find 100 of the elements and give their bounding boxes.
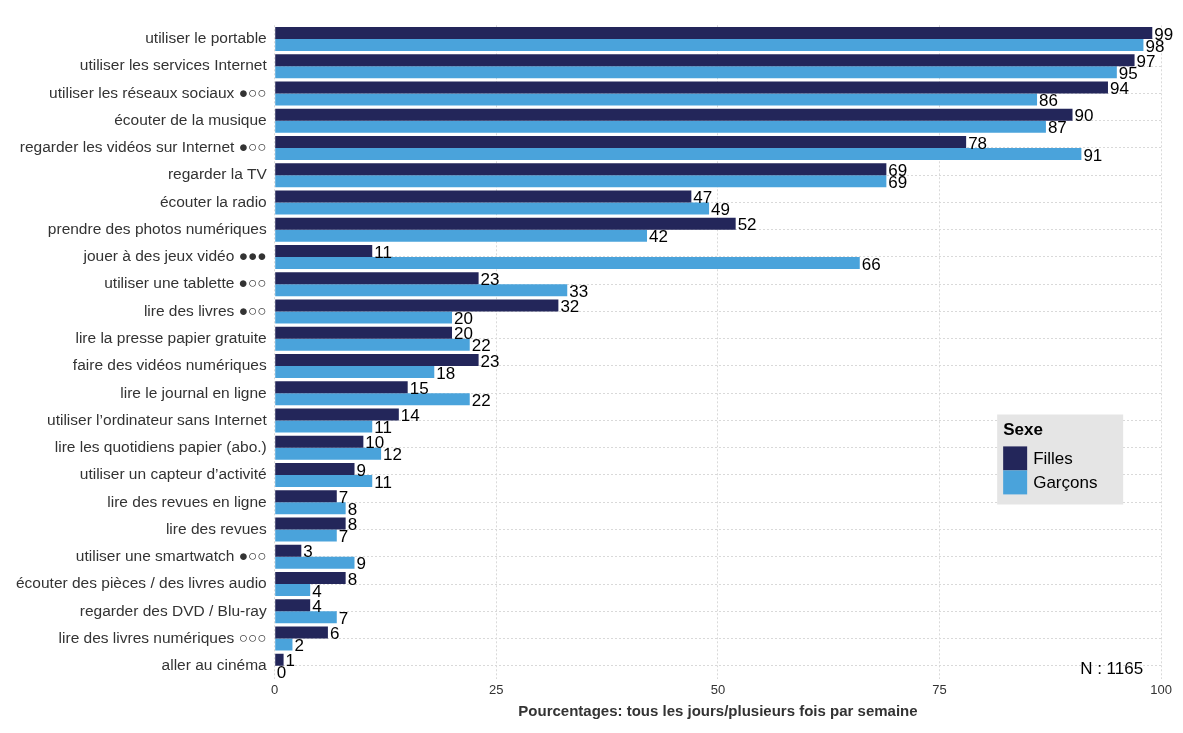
y-tick-label: lire des revues en ligne — [107, 492, 267, 510]
data-label: 42 — [649, 227, 668, 247]
y-tick-label: lire le journal en ligne — [120, 383, 267, 401]
x-axis-title: Pourcentages: tous les jours/plusieurs fois par semaine — [518, 702, 918, 720]
bar — [275, 463, 355, 475]
bar — [275, 284, 568, 297]
bar — [275, 529, 337, 542]
y-tick-label: écouter des pièces / des livres audio — [15, 574, 267, 592]
bar — [275, 311, 453, 324]
data-label: 20 — [454, 324, 473, 344]
bar — [275, 572, 346, 585]
data-label: 0 — [276, 663, 287, 683]
data-label: 90 — [1074, 106, 1094, 126]
data-label: 15 — [409, 378, 429, 398]
bar — [275, 474, 373, 487]
x-tick-label: 0 — [271, 681, 279, 697]
bar — [275, 163, 887, 176]
data-label: 18 — [436, 363, 456, 383]
data-label: 11 — [374, 472, 392, 492]
y-tick-label: regarder la TV — [167, 165, 268, 183]
bar — [275, 381, 408, 394]
bar — [275, 244, 373, 257]
bar — [275, 653, 284, 666]
bar — [275, 490, 337, 503]
y-tick-label: lire les quotidiens papier (abo.) — [54, 438, 267, 456]
data-label: 91 — [1083, 145, 1103, 165]
bar — [275, 93, 1038, 106]
y-tick-label: utiliser une smartwatch ●○○ — [75, 547, 267, 565]
annotation: N : 1165 — [1080, 658, 1144, 678]
bar — [275, 338, 470, 351]
y-tick-label: utiliser les services Internet — [79, 56, 268, 74]
data-label: 7 — [338, 487, 349, 507]
bar — [275, 108, 1073, 121]
data-label: 86 — [1039, 91, 1058, 111]
bar — [275, 26, 1153, 39]
data-label: 52 — [737, 215, 757, 235]
bar — [275, 638, 293, 651]
x-tick-label: 100 — [1150, 681, 1173, 697]
data-label: 8 — [347, 569, 358, 589]
bar — [275, 611, 337, 624]
y-tick-label: utiliser un capteur d’activité — [79, 465, 267, 483]
data-label: 14 — [400, 406, 420, 426]
data-label: 47 — [693, 188, 713, 208]
bar — [275, 190, 692, 203]
legend-label: Filles — [1033, 449, 1073, 469]
y-tick-label: lire des livres numériques ○○○ — [58, 628, 267, 646]
data-label: 12 — [383, 445, 403, 465]
y-tick-label: regarder des DVD / Blu-ray — [79, 601, 267, 619]
bar — [275, 81, 1108, 94]
data-label: 1 — [285, 651, 296, 671]
bar — [275, 435, 364, 448]
data-label: 78 — [968, 133, 988, 153]
y-tick-label: utiliser une tablette ●○○ — [104, 274, 267, 292]
bar — [275, 54, 1135, 67]
y-tick-label: utiliser les réseaux sociaux ●○○ — [49, 83, 267, 101]
data-label: 7 — [338, 527, 349, 547]
data-label: 7 — [338, 608, 349, 628]
data-label: 9 — [356, 460, 366, 480]
data-label: 66 — [861, 254, 881, 274]
y-tick-label: lire la presse papier gratuite — [75, 329, 267, 346]
y-tick-label: écouter la radio — [159, 192, 267, 210]
data-label: 87 — [1047, 118, 1067, 138]
data-label: 49 — [711, 200, 730, 220]
bar — [275, 353, 479, 366]
x-tick-label: 50 — [710, 681, 726, 697]
bar — [275, 147, 1082, 160]
data-label: 2 — [294, 636, 304, 656]
bar — [275, 175, 887, 188]
bar — [275, 272, 479, 285]
y-tick-label: faire des vidéos numériques — [72, 356, 267, 374]
bar — [275, 420, 373, 433]
y-tick-label: utiliser l’ordinateur sans Internet — [47, 410, 268, 428]
y-tick-label: lire des revues — [165, 519, 267, 537]
bar — [275, 556, 355, 569]
bar — [275, 408, 399, 421]
bar — [275, 217, 736, 230]
y-tick-label: jouer à des jeux vidéo ●●● — [82, 247, 267, 265]
y-tick-label: aller au cinéma — [161, 656, 268, 674]
bar — [275, 229, 648, 242]
x-tick-label: 25 — [489, 681, 504, 697]
bar — [275, 544, 302, 557]
y-tick-label: écouter de la musique — [114, 110, 267, 128]
bar — [275, 502, 346, 515]
data-label: 6 — [329, 624, 340, 644]
bar — [275, 202, 710, 215]
bar — [275, 38, 1144, 51]
bar — [275, 256, 860, 269]
bar — [275, 584, 311, 596]
y-tick-label: prendre des photos numériques — [47, 219, 267, 237]
data-label: 22 — [471, 390, 491, 410]
legend-title: Sexe — [1003, 420, 1043, 440]
bar — [275, 517, 346, 530]
bar — [275, 135, 967, 148]
data-label: 11 — [374, 242, 392, 262]
bar — [275, 393, 470, 406]
bar — [275, 120, 1046, 133]
bar — [275, 599, 311, 612]
data-label: 9 — [356, 554, 366, 574]
bar — [275, 626, 328, 639]
data-label: 3 — [303, 542, 313, 562]
